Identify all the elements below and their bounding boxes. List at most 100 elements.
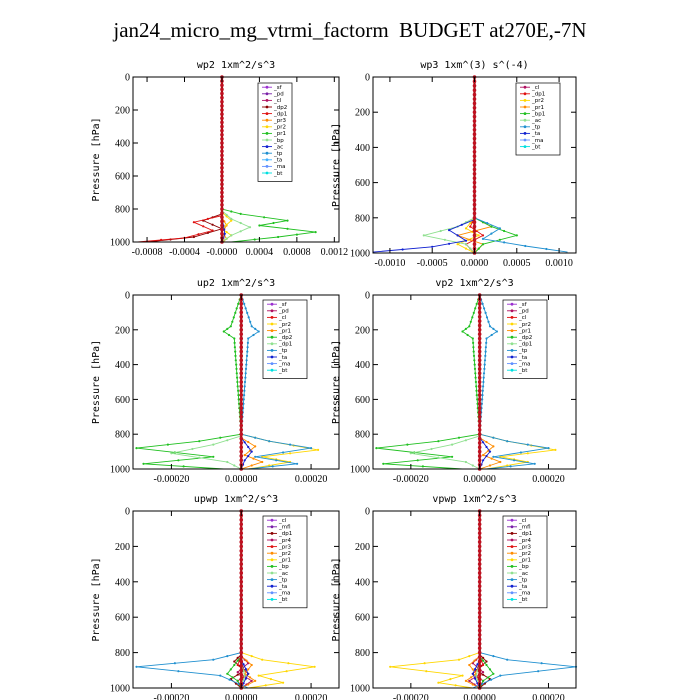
legend-marker xyxy=(270,571,274,575)
legend-marker xyxy=(270,362,274,365)
zero-profile-point xyxy=(220,161,224,166)
data-point xyxy=(474,372,477,375)
data-point xyxy=(437,456,440,459)
x-tick-label: -0.0010 xyxy=(374,258,405,269)
data-point xyxy=(247,683,250,686)
zero-profile-point xyxy=(472,132,477,136)
x-tick-label: 0.00000 xyxy=(463,474,496,485)
legend-label: _pr2 xyxy=(531,98,544,104)
zero-profile-point xyxy=(472,145,477,150)
legend-marker xyxy=(265,165,269,168)
x-tick-label: -0.00020 xyxy=(393,474,429,485)
data-point xyxy=(257,330,260,333)
data-point xyxy=(237,398,240,401)
zero-profile-point xyxy=(472,110,477,114)
panel-wp3: wp3 1xm^(3) s^(-4) Pressure [hPa] 0 200 400 6… xyxy=(331,60,577,269)
data-point xyxy=(540,662,543,665)
data-point xyxy=(236,659,239,662)
data-point xyxy=(198,456,201,459)
data-point xyxy=(471,683,474,686)
zero-profile-point xyxy=(220,223,224,228)
data-point xyxy=(481,237,485,240)
zero-profile-point xyxy=(477,371,482,376)
legend-label: _pr2 xyxy=(273,125,286,131)
zero-profile-point xyxy=(239,633,244,637)
panel-title: vp2 1xm^2/s^3 xyxy=(435,278,513,289)
data-point xyxy=(485,341,488,344)
data-point xyxy=(513,459,516,462)
data-point xyxy=(226,327,229,330)
zero-profile-point xyxy=(220,149,224,154)
legend-marker xyxy=(265,105,269,109)
data-point xyxy=(233,660,236,663)
data-point xyxy=(431,245,434,248)
zero-profile-point xyxy=(239,518,244,522)
data-point xyxy=(258,224,261,227)
y-tick-label: 800 xyxy=(115,648,130,659)
data-point xyxy=(242,398,245,401)
data-point xyxy=(268,464,271,467)
zero-profile-point xyxy=(472,242,477,246)
zero-profile-point xyxy=(220,165,224,170)
zero-profile-point xyxy=(477,571,482,575)
data-point xyxy=(242,669,245,673)
data-point xyxy=(464,327,467,330)
legend-marker xyxy=(510,316,514,319)
zero-profile-point xyxy=(477,575,482,580)
zero-profile-point xyxy=(239,328,244,332)
data-point xyxy=(482,671,485,674)
zero-profile-point xyxy=(477,406,482,410)
zero-profile-point xyxy=(239,428,244,432)
legend-label: _ma xyxy=(278,361,290,367)
legend-marker xyxy=(270,551,274,555)
data-point xyxy=(486,222,489,225)
data-point xyxy=(226,655,229,658)
zero-profile-point xyxy=(239,522,244,527)
data-point xyxy=(488,450,492,453)
data-point xyxy=(236,385,239,388)
legend-marker xyxy=(510,362,514,365)
zero-profile-point xyxy=(220,124,224,129)
zero-profile-point xyxy=(477,664,482,668)
zero-profile-point xyxy=(220,182,224,187)
data-point xyxy=(471,316,474,319)
data-point xyxy=(247,440,250,444)
y-tick-label: 600 xyxy=(355,395,370,406)
zero-profile-point xyxy=(239,349,244,354)
data-point xyxy=(437,440,440,443)
data-point xyxy=(482,459,485,462)
legend-label: _bt xyxy=(518,368,528,374)
zero-profile-point xyxy=(472,216,477,220)
zero-profile-point xyxy=(472,238,477,242)
data-point xyxy=(469,320,472,323)
legend-label: _cl xyxy=(278,518,287,524)
data-point xyxy=(464,239,468,242)
legend-marker xyxy=(523,105,527,109)
data-point xyxy=(457,658,461,661)
legend-label: _ma xyxy=(518,361,530,367)
zero-profile-point xyxy=(472,202,477,207)
legend-label: _bt xyxy=(278,368,288,374)
zero-profile-point xyxy=(477,449,482,454)
legend-marker xyxy=(510,302,514,306)
zero-profile-point xyxy=(477,397,482,402)
zero-profile-point xyxy=(472,163,477,167)
data-point xyxy=(268,440,271,443)
data-point xyxy=(464,460,467,464)
data-point xyxy=(490,232,493,235)
zero-profile-point xyxy=(239,531,244,535)
data-point xyxy=(474,376,477,379)
series-pr1 xyxy=(240,293,264,470)
zero-profile-point xyxy=(220,170,224,174)
legend-marker xyxy=(270,565,274,568)
zero-profile-point xyxy=(477,336,482,341)
data-point xyxy=(166,443,169,446)
zero-profile-point xyxy=(239,606,244,611)
legend: _sf_pd_cl_pr2_pr1_dp2_dp1_tp_ta_ma_bt xyxy=(502,299,548,379)
zero-profile-point xyxy=(239,375,244,380)
data-point xyxy=(448,242,451,245)
zero-profile-point xyxy=(239,646,244,650)
zero-profile-point xyxy=(472,158,477,163)
data-point xyxy=(236,380,239,384)
